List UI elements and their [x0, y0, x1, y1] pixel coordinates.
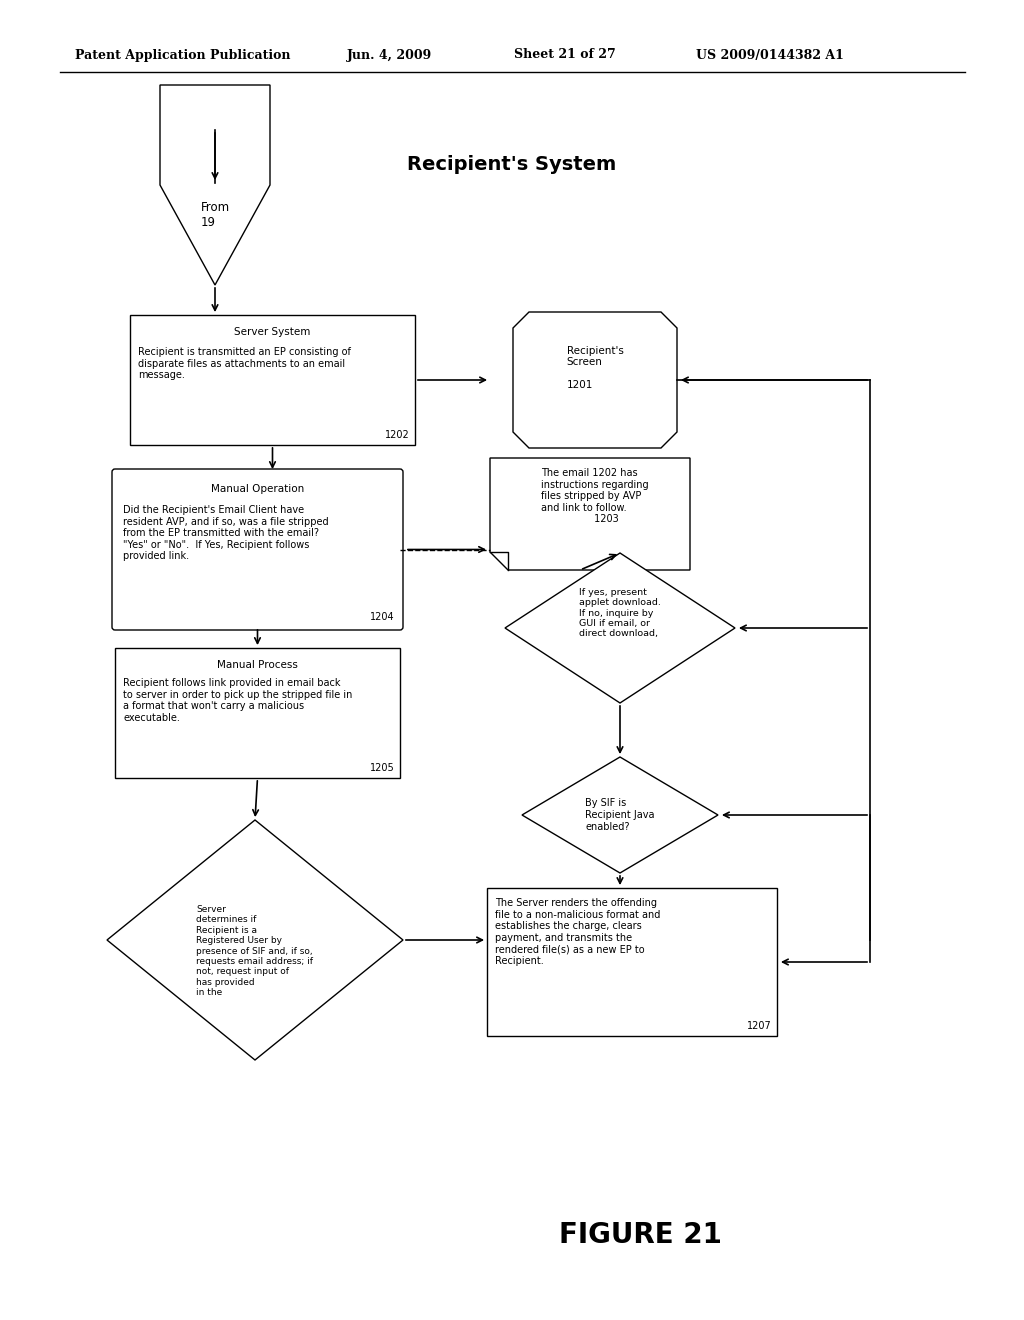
FancyBboxPatch shape	[115, 648, 400, 777]
Text: Manual Process: Manual Process	[217, 660, 298, 671]
Text: Server System: Server System	[234, 327, 310, 337]
Text: Recipient is transmitted an EP consisting of
disparate files as attachments to a: Recipient is transmitted an EP consistin…	[138, 347, 351, 380]
Text: The Server renders the offending
file to a non-malicious format and
establishes : The Server renders the offending file to…	[495, 898, 660, 966]
Text: 1205: 1205	[371, 763, 395, 774]
Text: 1202: 1202	[385, 430, 410, 440]
Text: By SIF is
Recipient Java
enabled?: By SIF is Recipient Java enabled?	[586, 799, 654, 832]
Polygon shape	[513, 312, 677, 447]
Polygon shape	[106, 820, 403, 1060]
Text: Did the Recipient's Email Client have
resident AVP, and if so, was a file stripp: Did the Recipient's Email Client have re…	[123, 506, 329, 561]
FancyBboxPatch shape	[112, 469, 403, 630]
Polygon shape	[522, 756, 718, 873]
Text: US 2009/0144382 A1: US 2009/0144382 A1	[696, 49, 844, 62]
Text: Server
determines if
Recipient is a
Registered User by
presence of SIF and, if s: Server determines if Recipient is a Regi…	[197, 906, 313, 997]
Polygon shape	[160, 84, 270, 285]
Text: If yes, present
applet download.
If no, inquire by
GUI if email, or
direct downl: If yes, present applet download. If no, …	[579, 587, 660, 639]
Polygon shape	[505, 553, 735, 704]
Text: Recipient follows link provided in email back
to server in order to pick up the : Recipient follows link provided in email…	[123, 678, 352, 723]
FancyBboxPatch shape	[130, 315, 415, 445]
Text: Recipient's
Screen

1201: Recipient's Screen 1201	[566, 346, 624, 391]
Polygon shape	[490, 458, 690, 570]
Text: Manual Operation: Manual Operation	[211, 484, 304, 494]
Text: From
19: From 19	[201, 201, 229, 228]
FancyBboxPatch shape	[487, 888, 777, 1036]
Text: FIGURE 21: FIGURE 21	[558, 1221, 722, 1249]
Text: Jun. 4, 2009: Jun. 4, 2009	[347, 49, 432, 62]
Text: 1207: 1207	[748, 1020, 772, 1031]
Text: Recipient's System: Recipient's System	[408, 156, 616, 174]
Text: Patent Application Publication: Patent Application Publication	[75, 49, 291, 62]
Text: 1204: 1204	[371, 612, 395, 622]
Text: Sheet 21 of 27: Sheet 21 of 27	[514, 49, 615, 62]
Text: The email 1202 has
instructions regarding
files stripped by AVP
and link to foll: The email 1202 has instructions regardin…	[542, 469, 649, 524]
